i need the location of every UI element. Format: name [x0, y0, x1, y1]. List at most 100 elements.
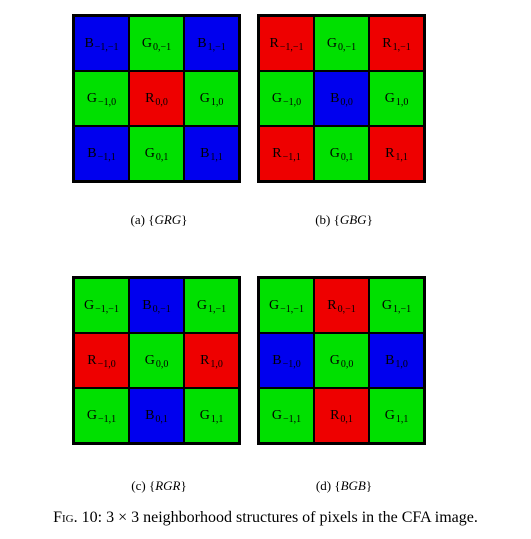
- pixel-offset: 0,1: [155, 152, 169, 163]
- pixel-offset: 1,0: [210, 97, 224, 108]
- pixel-offset: −1,−1: [279, 42, 304, 53]
- pixel-cell: G 0,1: [314, 126, 369, 181]
- pixel-channel: G: [144, 352, 155, 368]
- pixel-channel: B: [87, 145, 97, 161]
- pixel-cell: R 0,−1: [314, 278, 369, 333]
- pixel-offset: 1,1: [395, 152, 408, 163]
- pixel-channel: B: [272, 352, 282, 368]
- pixel-channel: G: [326, 35, 337, 51]
- figure-caption: Fig. 10: 3 × 3 neighborhood structures o…: [0, 509, 531, 527]
- pixel-cell: B 0,1: [129, 388, 184, 443]
- pixel-offset: 0,0: [155, 359, 169, 370]
- pixel-channel: R: [327, 297, 337, 313]
- pixel-cell: G −1,1: [74, 388, 129, 443]
- pixel-cell: G 1,−1: [369, 278, 424, 333]
- pixel-channel: G: [144, 145, 155, 161]
- pixel-cell: B −1,−1: [74, 16, 129, 71]
- pixel-channel: R: [330, 407, 340, 423]
- pixel-offset: 0,1: [155, 414, 168, 425]
- pixel-offset: 1,−1: [392, 42, 411, 53]
- pixel-channel: G: [199, 407, 210, 423]
- caption-d: (d) {BGB}: [315, 478, 373, 493]
- pixel-offset: −1,1: [282, 414, 302, 425]
- pixel-cell: G 1,0: [184, 71, 239, 126]
- pixel-cell: G 0,0: [129, 333, 184, 388]
- pixel-channel: G: [86, 407, 97, 423]
- pixel-channel: R: [145, 90, 155, 106]
- pixel-channel: G: [384, 90, 395, 106]
- pixel-cell: G 0,−1: [314, 16, 369, 71]
- pixel-cell: B 0,−1: [129, 278, 184, 333]
- pixel-cell: B 1,0: [369, 333, 424, 388]
- pixel-channel: R: [385, 145, 395, 161]
- pixel-cell: B −1,1: [74, 126, 129, 181]
- pixel-offset: 0,−1: [152, 304, 171, 315]
- pixel-cell: G −1,0: [74, 71, 129, 126]
- pixel-channel: B: [330, 90, 340, 106]
- pixel-channel: B: [385, 352, 395, 368]
- pixel-offset: 0,1: [340, 414, 353, 425]
- pixel-cell: B 1,−1: [184, 16, 239, 71]
- pixel-channel: G: [84, 297, 95, 313]
- pixel-cell: B 0,0: [314, 71, 369, 126]
- pixel-cell: G 1,1: [184, 388, 239, 443]
- pixel-channel: R: [382, 35, 392, 51]
- pixel-cell: G −1,−1: [74, 278, 129, 333]
- pixel-channel: G: [141, 35, 152, 51]
- caption-a: (a) {GRG}: [130, 212, 188, 227]
- pixel-cell: B 1,1: [184, 126, 239, 181]
- pixel-offset: −1,0: [282, 359, 301, 370]
- pixel-cell: R −1,−1: [259, 16, 314, 71]
- pixel-cell: G 1,1: [369, 388, 424, 443]
- pixel-offset: 0,−1: [337, 304, 356, 315]
- pixel-offset: −1,0: [97, 97, 117, 108]
- pixel-offset: −1,−1: [94, 42, 119, 53]
- pixel-cell: G 0,1: [129, 126, 184, 181]
- pixel-offset: −1,−1: [95, 304, 119, 315]
- pixel-channel: G: [271, 90, 282, 106]
- pixel-offset: 1,0: [210, 359, 223, 370]
- pixel-channel: R: [200, 352, 210, 368]
- pixel-channel: G: [271, 407, 282, 423]
- pixel-offset: 0,0: [155, 97, 168, 108]
- pixel-offset: 0,−1: [152, 42, 172, 53]
- pixel-channel: G: [196, 297, 207, 313]
- pixel-cell: R 1,1: [369, 126, 424, 181]
- pixel-cell: G −1,0: [259, 71, 314, 126]
- pixel-offset: 0,1: [340, 152, 354, 163]
- caption-b: (b) {GBG}: [315, 212, 373, 227]
- cfa-grid-gbg: R −1,−1 G 0,−1 R 1,−1 G −1,0 B 0,0 G 1,0 R −1,1 G 0,1 R 1…: [257, 14, 426, 183]
- pixel-cell: R 1,−1: [369, 16, 424, 71]
- pixel-channel: B: [200, 145, 210, 161]
- pixel-offset: 0,0: [340, 97, 353, 108]
- pixel-cell: G 1,−1: [184, 278, 239, 333]
- pixel-offset: −1,0: [282, 97, 302, 108]
- pixel-channel: G: [269, 297, 280, 313]
- pixel-offset: 1,1: [210, 414, 224, 425]
- pixel-cell: R 0,0: [129, 71, 184, 126]
- pixel-cell: R −1,0: [74, 333, 129, 388]
- pixel-offset: 0,0: [340, 359, 354, 370]
- pixel-offset: 1,1: [210, 152, 223, 163]
- pixel-cell: G 0,−1: [129, 16, 184, 71]
- cfa-grid-rgr: G −1,−1 B 0,−1 G 1,−1 R −1,0 G 0,0 R 1,0 G −1,1 B 0,1 G 1…: [72, 276, 241, 445]
- pixel-channel: R: [272, 145, 282, 161]
- cfa-grid-grg: B −1,−1 G 0,−1 B 1,−1 G −1,0 R 0,0 G 1,0 B −1,1 G 0,1 B 1…: [72, 14, 241, 183]
- pixel-offset: 1,0: [395, 97, 409, 108]
- pixel-offset: −1,−1: [280, 304, 304, 315]
- pixel-channel: B: [142, 297, 152, 313]
- pixel-offset: −1,1: [282, 152, 301, 163]
- pixel-cell: G 1,0: [369, 71, 424, 126]
- pixel-channel: G: [86, 90, 97, 106]
- pixel-cell: B −1,0: [259, 333, 314, 388]
- caption-c: (c) {RGR}: [131, 478, 187, 493]
- pixel-channel: B: [145, 407, 155, 423]
- pixel-cell: R 1,0: [184, 333, 239, 388]
- pixel-channel: G: [329, 145, 340, 161]
- pixel-channel: G: [384, 407, 395, 423]
- pixel-channel: B: [84, 35, 94, 51]
- cfa-grid-bgb: G −1,−1 R 0,−1 G 1,−1 B −1,0 G 0,0 B 1,0 G −1,1 R 0,1 G 1…: [257, 276, 426, 445]
- figure-text: 3 × 3 neighborhood structures of pixels …: [106, 509, 478, 526]
- pixel-offset: −1,1: [97, 414, 117, 425]
- pixel-channel: G: [329, 352, 340, 368]
